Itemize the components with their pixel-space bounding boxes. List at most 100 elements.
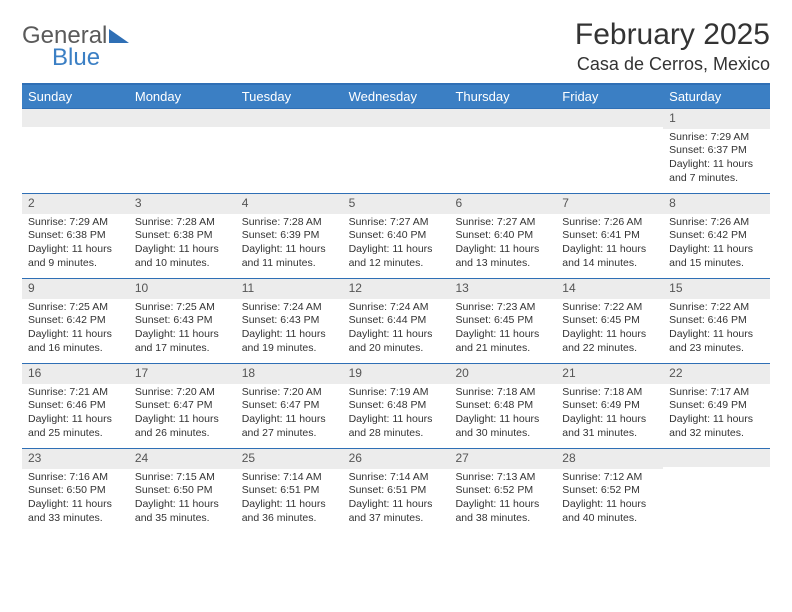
- day-number: 4: [236, 194, 343, 214]
- day-detail-line: Sunset: 6:46 PM: [669, 314, 764, 328]
- day-number: [343, 109, 450, 127]
- week-row: 16Sunrise: 7:21 AMSunset: 6:46 PMDayligh…: [22, 363, 770, 448]
- day-header: Tuesday: [236, 85, 343, 108]
- day-detail-line: Sunrise: 7:12 AM: [562, 471, 657, 485]
- day-details: Sunrise: 7:26 AMSunset: 6:42 PMDaylight:…: [663, 214, 770, 275]
- day-number: 12: [343, 279, 450, 299]
- day-detail-line: Sunset: 6:44 PM: [349, 314, 444, 328]
- day-detail-line: Daylight: 11 hours and 35 minutes.: [135, 498, 230, 525]
- day-details: Sunrise: 7:22 AMSunset: 6:46 PMDaylight:…: [663, 299, 770, 360]
- day-number: 18: [236, 364, 343, 384]
- day-details: Sunrise: 7:20 AMSunset: 6:47 PMDaylight:…: [129, 384, 236, 445]
- day-detail-line: Sunrise: 7:23 AM: [455, 301, 550, 315]
- day-number: [129, 109, 236, 127]
- day-detail-line: Sunrise: 7:29 AM: [669, 131, 764, 145]
- day-number: 26: [343, 449, 450, 469]
- day-detail-line: Daylight: 11 hours and 19 minutes.: [242, 328, 337, 355]
- day-detail-line: Sunrise: 7:28 AM: [135, 216, 230, 230]
- day-number: 2: [22, 194, 129, 214]
- day-detail-line: Sunrise: 7:27 AM: [349, 216, 444, 230]
- day-cell: [236, 109, 343, 193]
- day-detail-line: Daylight: 11 hours and 10 minutes.: [135, 243, 230, 270]
- day-detail-line: Sunset: 6:40 PM: [455, 229, 550, 243]
- day-detail-line: Daylight: 11 hours and 30 minutes.: [455, 413, 550, 440]
- day-cell: 1Sunrise: 7:29 AMSunset: 6:37 PMDaylight…: [663, 109, 770, 193]
- day-detail-line: Sunrise: 7:24 AM: [242, 301, 337, 315]
- day-cell: [343, 109, 450, 193]
- day-detail-line: Daylight: 11 hours and 38 minutes.: [455, 498, 550, 525]
- day-detail-line: Daylight: 11 hours and 7 minutes.: [669, 158, 764, 185]
- day-number: 13: [449, 279, 556, 299]
- day-details: [129, 127, 236, 133]
- day-detail-line: Sunset: 6:47 PM: [135, 399, 230, 413]
- calendar: SundayMondayTuesdayWednesdayThursdayFrid…: [22, 83, 770, 533]
- day-details: Sunrise: 7:12 AMSunset: 6:52 PMDaylight:…: [556, 469, 663, 530]
- day-number: 3: [129, 194, 236, 214]
- day-detail-line: Sunset: 6:51 PM: [349, 484, 444, 498]
- day-detail-line: Sunrise: 7:20 AM: [242, 386, 337, 400]
- day-cell: 12Sunrise: 7:24 AMSunset: 6:44 PMDayligh…: [343, 279, 450, 363]
- day-detail-line: Sunset: 6:37 PM: [669, 144, 764, 158]
- day-detail-line: Sunrise: 7:15 AM: [135, 471, 230, 485]
- day-details: Sunrise: 7:26 AMSunset: 6:41 PMDaylight:…: [556, 214, 663, 275]
- day-cell: 2Sunrise: 7:29 AMSunset: 6:38 PMDaylight…: [22, 194, 129, 278]
- day-detail-line: Sunrise: 7:25 AM: [135, 301, 230, 315]
- day-cell: 19Sunrise: 7:19 AMSunset: 6:48 PMDayligh…: [343, 364, 450, 448]
- day-detail-line: Sunrise: 7:16 AM: [28, 471, 123, 485]
- day-details: [449, 127, 556, 133]
- day-details: Sunrise: 7:16 AMSunset: 6:50 PMDaylight:…: [22, 469, 129, 530]
- title-block: February 2025 Casa de Cerros, Mexico: [575, 18, 770, 75]
- day-detail-line: Daylight: 11 hours and 15 minutes.: [669, 243, 764, 270]
- day-cell: [556, 109, 663, 193]
- day-detail-line: Sunrise: 7:28 AM: [242, 216, 337, 230]
- day-detail-line: Sunset: 6:50 PM: [135, 484, 230, 498]
- day-details: Sunrise: 7:15 AMSunset: 6:50 PMDaylight:…: [129, 469, 236, 530]
- day-number: 15: [663, 279, 770, 299]
- day-detail-line: Daylight: 11 hours and 31 minutes.: [562, 413, 657, 440]
- day-cell: 27Sunrise: 7:13 AMSunset: 6:52 PMDayligh…: [449, 449, 556, 533]
- day-detail-line: Sunset: 6:52 PM: [562, 484, 657, 498]
- day-detail-line: Sunrise: 7:21 AM: [28, 386, 123, 400]
- day-cell: 20Sunrise: 7:18 AMSunset: 6:48 PMDayligh…: [449, 364, 556, 448]
- day-details: Sunrise: 7:17 AMSunset: 6:49 PMDaylight:…: [663, 384, 770, 445]
- day-detail-line: Sunset: 6:41 PM: [562, 229, 657, 243]
- day-detail-line: Sunrise: 7:25 AM: [28, 301, 123, 315]
- day-number: 25: [236, 449, 343, 469]
- day-details: Sunrise: 7:29 AMSunset: 6:37 PMDaylight:…: [663, 129, 770, 190]
- day-details: Sunrise: 7:18 AMSunset: 6:48 PMDaylight:…: [449, 384, 556, 445]
- day-number: 21: [556, 364, 663, 384]
- day-number: 20: [449, 364, 556, 384]
- day-header-row: SundayMondayTuesdayWednesdayThursdayFrid…: [22, 85, 770, 108]
- day-number: 24: [129, 449, 236, 469]
- day-cell: 4Sunrise: 7:28 AMSunset: 6:39 PMDaylight…: [236, 194, 343, 278]
- week-row: 23Sunrise: 7:16 AMSunset: 6:50 PMDayligh…: [22, 448, 770, 533]
- day-detail-line: Daylight: 11 hours and 22 minutes.: [562, 328, 657, 355]
- day-number: 8: [663, 194, 770, 214]
- day-detail-line: Sunset: 6:39 PM: [242, 229, 337, 243]
- day-detail-line: Daylight: 11 hours and 37 minutes.: [349, 498, 444, 525]
- day-detail-line: Daylight: 11 hours and 16 minutes.: [28, 328, 123, 355]
- day-detail-line: Daylight: 11 hours and 40 minutes.: [562, 498, 657, 525]
- day-cell: 21Sunrise: 7:18 AMSunset: 6:49 PMDayligh…: [556, 364, 663, 448]
- day-cell: 25Sunrise: 7:14 AMSunset: 6:51 PMDayligh…: [236, 449, 343, 533]
- day-cell: [129, 109, 236, 193]
- day-details: Sunrise: 7:28 AMSunset: 6:39 PMDaylight:…: [236, 214, 343, 275]
- week-row: 9Sunrise: 7:25 AMSunset: 6:42 PMDaylight…: [22, 278, 770, 363]
- day-cell: 22Sunrise: 7:17 AMSunset: 6:49 PMDayligh…: [663, 364, 770, 448]
- day-detail-line: Sunrise: 7:22 AM: [562, 301, 657, 315]
- week-row: 1Sunrise: 7:29 AMSunset: 6:37 PMDaylight…: [22, 108, 770, 193]
- day-detail-line: Daylight: 11 hours and 14 minutes.: [562, 243, 657, 270]
- day-cell: 13Sunrise: 7:23 AMSunset: 6:45 PMDayligh…: [449, 279, 556, 363]
- day-number: [449, 109, 556, 127]
- day-cell: 16Sunrise: 7:21 AMSunset: 6:46 PMDayligh…: [22, 364, 129, 448]
- day-detail-line: Sunset: 6:40 PM: [349, 229, 444, 243]
- day-header: Friday: [556, 85, 663, 108]
- day-detail-line: Sunset: 6:45 PM: [455, 314, 550, 328]
- day-cell: 24Sunrise: 7:15 AMSunset: 6:50 PMDayligh…: [129, 449, 236, 533]
- day-number: 6: [449, 194, 556, 214]
- day-detail-line: Daylight: 11 hours and 25 minutes.: [28, 413, 123, 440]
- day-cell: 18Sunrise: 7:20 AMSunset: 6:47 PMDayligh…: [236, 364, 343, 448]
- day-header: Thursday: [449, 85, 556, 108]
- day-cell: 3Sunrise: 7:28 AMSunset: 6:38 PMDaylight…: [129, 194, 236, 278]
- day-details: Sunrise: 7:24 AMSunset: 6:44 PMDaylight:…: [343, 299, 450, 360]
